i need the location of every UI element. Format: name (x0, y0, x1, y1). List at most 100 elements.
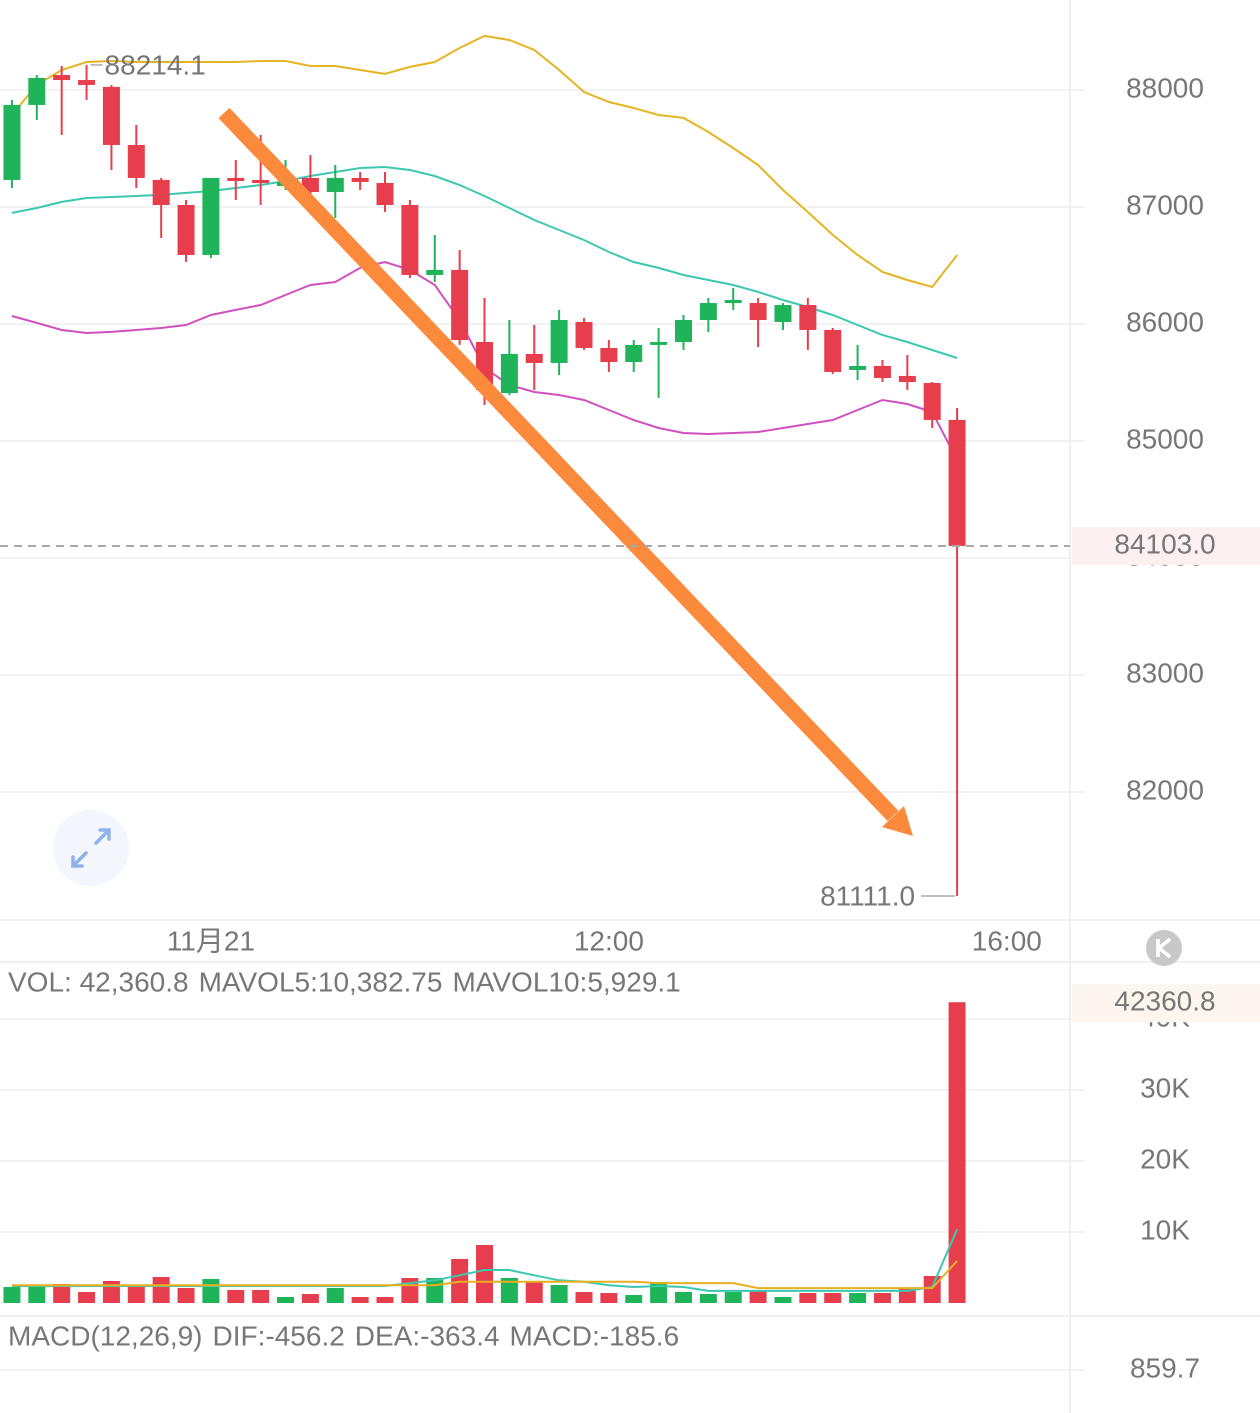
volume-bar (351, 1297, 369, 1303)
min-label: 81111.0 (820, 880, 915, 911)
volume-bar (849, 1293, 867, 1303)
legend-entry: MAVOL5:10,382.75 (199, 966, 443, 997)
volume-bar (28, 1286, 46, 1303)
volume-bar (252, 1289, 270, 1303)
volume-bar (948, 1002, 966, 1303)
y-tick-label: 859.7 (1130, 1352, 1200, 1383)
indicator-line (11, 34, 958, 289)
volume-bar (749, 1289, 767, 1303)
volume-bar (525, 1280, 543, 1303)
volume-bar (550, 1285, 568, 1303)
volume-bar (724, 1292, 742, 1303)
expand-icon (71, 828, 111, 868)
y-tick-label: 83000 (1126, 657, 1204, 688)
volume-bar (476, 1244, 494, 1303)
candle-body (674, 320, 692, 343)
candle-body (774, 305, 792, 322)
candle-body (575, 321, 593, 348)
legend-entry: DEA:-363.4 (355, 1320, 500, 1351)
y-tick-label: 82000 (1126, 774, 1204, 805)
candle-body (326, 177, 344, 193)
volume-bar (152, 1276, 170, 1303)
expand-button-bg (53, 810, 129, 886)
volume-bar (575, 1292, 593, 1303)
candle-body (923, 382, 941, 420)
y-tick-label: 87000 (1126, 189, 1204, 220)
mavol-line (11, 1260, 958, 1290)
volume-bar (674, 1292, 692, 1303)
volume-bar (774, 1297, 792, 1303)
candle-body (177, 204, 195, 255)
volume-bar (699, 1293, 717, 1303)
candle-body (525, 353, 543, 363)
volume-bar (78, 1292, 96, 1303)
candle-body (351, 177, 369, 182)
kline-button[interactable] (1146, 930, 1182, 966)
price-label: 84103.0 (1114, 528, 1215, 559)
candle-body (78, 80, 96, 85)
candle-body (376, 182, 394, 205)
candle-body (127, 144, 145, 178)
candle-body (102, 86, 120, 145)
y-tick-label: 10K (1140, 1214, 1190, 1245)
candle-body (849, 365, 867, 370)
volume-bar (227, 1289, 245, 1303)
candle-body (3, 104, 21, 180)
candle-body (824, 329, 842, 372)
candle-body (500, 353, 518, 394)
x-tick-label: 11月21 (167, 925, 255, 956)
candle-body (724, 299, 742, 304)
kline-button-bg (1146, 930, 1182, 966)
candle-body (600, 347, 618, 363)
max-label: 88214.1 (105, 49, 206, 80)
x-tick-label: 16:00 (972, 925, 1042, 956)
volume-bar (177, 1287, 195, 1303)
expand-button[interactable] (53, 810, 129, 886)
candle-body (252, 179, 270, 183)
legend-entry: MAVOL10:5,929.1 (452, 966, 680, 997)
candle-body (699, 303, 717, 321)
candle-body (426, 269, 444, 275)
volume-bar (923, 1275, 941, 1303)
candle-body (898, 375, 916, 383)
overlay: 84103.0 88214.1 81111.0 VOL: 42,360.8 MAVOL5… (0, 49, 1260, 1351)
trend-arrow-shaft (218, 107, 899, 822)
candle-body (202, 177, 220, 255)
candle-body (28, 77, 46, 105)
volume-bar (625, 1294, 643, 1303)
legend-entry: MACD(12,26,9) (8, 1320, 203, 1351)
kline-icon (1156, 937, 1172, 959)
volume-bar (326, 1287, 344, 1303)
y-tick-label: 86000 (1126, 306, 1204, 337)
volume-bar (824, 1293, 842, 1303)
volume-label: 42360.8 (1114, 986, 1215, 1017)
volume-bar (53, 1284, 71, 1303)
price-label-bg (1072, 526, 1260, 565)
volume-bar (3, 1286, 21, 1303)
y-tick-label: 85000 (1126, 423, 1204, 454)
candle-body (948, 419, 966, 546)
y-tick-label: 20K (1140, 1143, 1190, 1174)
candle-body (451, 269, 469, 341)
volume-bar (600, 1293, 618, 1303)
legend-entry: VOL: 42,360.8 (8, 966, 189, 997)
candle-body (227, 177, 245, 182)
trend-arrow (218, 107, 913, 836)
x-tick-label: 12:00 (574, 925, 644, 956)
volume-bar (873, 1293, 891, 1303)
volume-bar (127, 1286, 145, 1303)
candle-body (401, 204, 419, 275)
volume-bar (202, 1279, 220, 1303)
candle-body (873, 365, 891, 379)
y-tick-label: 30K (1140, 1072, 1190, 1103)
volume-bar (650, 1281, 668, 1303)
trend-arrow-head (882, 806, 913, 836)
legend-entry: MACD:-185.6 (510, 1320, 680, 1351)
volume-bar (301, 1293, 319, 1303)
candle-body (749, 303, 767, 321)
volume-bar (277, 1297, 295, 1303)
candle-body (625, 344, 643, 363)
legend-entry: DIF:-456.2 (213, 1320, 345, 1351)
